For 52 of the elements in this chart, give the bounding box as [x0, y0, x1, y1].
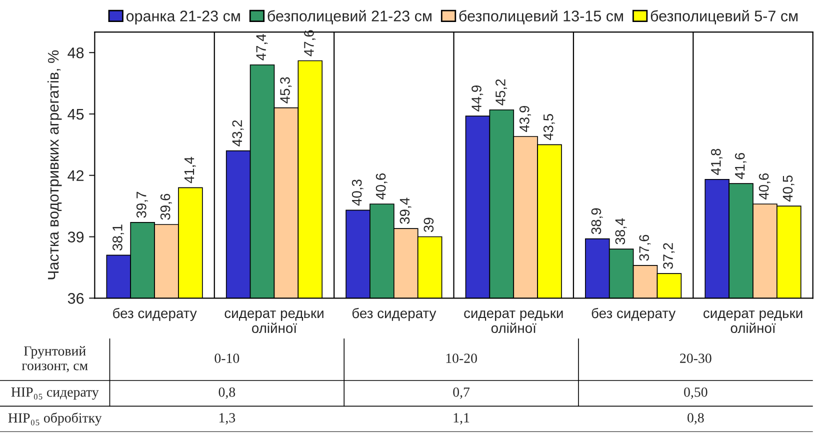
text: НІР₀₅ сидерату	[11, 388, 99, 400]
text: 0,8	[218, 387, 236, 399]
text: 0,50	[684, 387, 708, 399]
legend-label: безполицевий 5-7 см	[650, 10, 798, 24]
text: НІР₀₅ обробітку	[8, 412, 102, 426]
text: 20-30	[680, 354, 712, 363]
text: 43,2	[232, 120, 244, 146]
text: 0-10	[214, 354, 240, 363]
text: 0,7	[453, 387, 470, 399]
x-tick-label: без сидерату	[352, 308, 436, 321]
text: 47,6	[304, 30, 316, 56]
text: 45,3	[280, 77, 292, 104]
text: Грунтовий гоизонт, см	[22, 346, 88, 372]
text: 41,6	[734, 152, 746, 180]
text: 10-20	[446, 354, 477, 363]
text: 40,3	[352, 180, 364, 206]
text: 43,5	[543, 114, 555, 140]
y-tick-label: 48	[68, 47, 84, 58]
text: 39,6	[160, 194, 172, 220]
y-tick-label: 45	[68, 109, 84, 120]
text: 38,1	[112, 224, 124, 250]
text: 45,2	[496, 79, 508, 106]
text: 41,4	[184, 156, 196, 184]
text: 40,6	[758, 173, 770, 200]
text: 1,1	[454, 413, 470, 424]
text: 38,9	[591, 208, 603, 234]
legend-label: оранка 21-23 см	[126, 10, 240, 24]
text: 40,5	[782, 175, 794, 202]
text: 41,8	[711, 148, 722, 175]
y-axis-title: Частка водотривких агрегатів, %	[47, 50, 62, 280]
y-tick-label: 42	[68, 170, 84, 181]
text: 37,2	[663, 243, 675, 269]
legend-label: безполицевий 21-23 см	[268, 10, 432, 24]
text: 38,4	[615, 218, 627, 244]
text: 37,6	[639, 234, 651, 261]
x-tick-label: сидерат редьки олійної	[464, 310, 563, 334]
text: 43,9	[519, 106, 531, 132]
text: 40,6	[376, 173, 388, 200]
text: 39,4	[400, 198, 412, 224]
text: 39	[424, 218, 434, 232]
x-tick-label: сидерат редьки олійної	[704, 310, 802, 334]
text: 0,8	[688, 413, 704, 424]
text: 47,4	[256, 34, 268, 60]
text: 39,7	[136, 192, 148, 218]
legend-label: безполицевий 13-15 см	[459, 10, 623, 24]
x-tick-label: без сидерату	[113, 308, 197, 321]
x-tick-label: сидерат редьки олійної	[224, 310, 324, 334]
y-tick-label: 36	[68, 293, 84, 304]
text: 44,9	[472, 85, 484, 112]
y-tick-label: 39	[68, 232, 84, 242]
x-tick-label: без сидерату	[592, 308, 676, 321]
text: 1,3	[219, 413, 236, 424]
